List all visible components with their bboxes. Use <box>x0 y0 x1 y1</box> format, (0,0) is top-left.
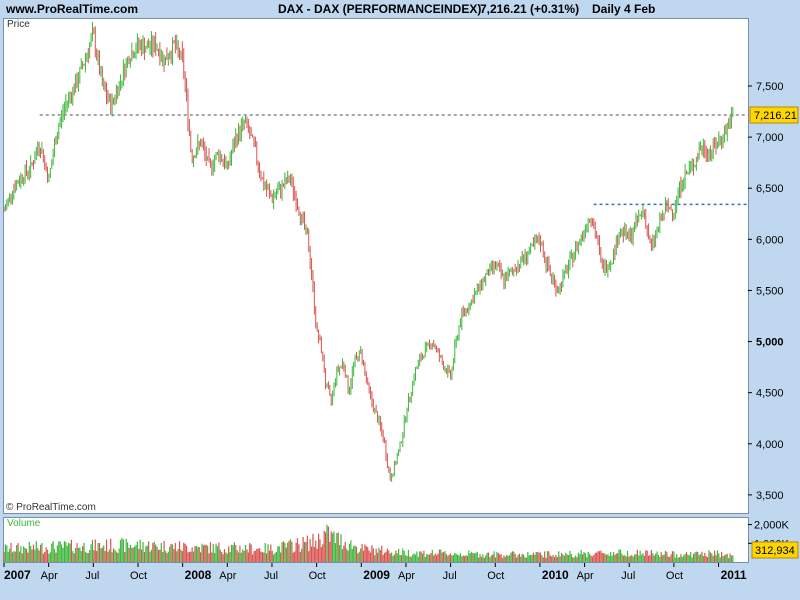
x-tick-label: Oct <box>130 570 147 582</box>
volume-panel-label: Volume <box>7 518 41 529</box>
x-tick-label: Jul <box>85 570 99 582</box>
x-tick-label: Jul <box>443 570 457 582</box>
x-tick-label: 2007 <box>4 568 31 582</box>
chart-header: www.ProRealTime.com DAX - DAX (PERFORMAN… <box>0 0 800 18</box>
x-tick-label: 2009 <box>363 568 390 582</box>
x-tick-label: Oct <box>666 570 683 582</box>
last-volume-label: 312,934 <box>755 545 795 557</box>
price-y-tick-label: 7,500 <box>756 81 784 93</box>
x-tick-label: Jul <box>264 570 278 582</box>
price-panel-label: Price <box>7 19 30 30</box>
price-change: 7,216.21 (+0.31%) <box>480 2 580 16</box>
price-y-tick-label: 5,000 <box>756 337 784 349</box>
x-tick-label: Apr <box>219 570 236 582</box>
price-y-tick-label: 4,500 <box>756 388 784 400</box>
price-y-tick-label: 6,500 <box>756 183 784 195</box>
last-price-label: 7,216.21 <box>754 110 797 122</box>
price-y-tick-label: 3,500 <box>756 490 784 502</box>
last-price-tag <box>749 106 799 124</box>
x-tick-label: 2010 <box>542 568 569 582</box>
volume-y-tick-label: 2,000K <box>754 520 790 532</box>
x-tick-label: Oct <box>309 570 326 582</box>
price-y-tick-label: 6,000 <box>756 234 784 246</box>
x-tick-label: Apr <box>41 570 58 582</box>
x-tick-label: Oct <box>487 570 504 582</box>
period-label: Daily 4 Feb <box>592 2 656 16</box>
site-name[interactable]: www.ProRealTime.com <box>6 2 139 16</box>
x-tick-label: Jul <box>621 570 635 582</box>
price-y-tick-label: 5,500 <box>756 285 784 297</box>
price-y-tick-label: 4,000 <box>756 439 784 451</box>
x-tick-label: 2008 <box>185 568 212 582</box>
x-tick-label: Apr <box>577 570 594 582</box>
price-panel[interactable]: Price <box>3 18 749 514</box>
price-y-tick-label: 7,000 <box>756 132 784 144</box>
x-tick-label: 2011 <box>721 568 747 582</box>
last-volume-tag <box>751 541 799 559</box>
copyright: © ProRealTime.com <box>6 502 96 513</box>
instrument-title: DAX - DAX (PERFORMANCEINDEX) <box>278 2 482 16</box>
x-tick-label: Apr <box>398 570 415 582</box>
